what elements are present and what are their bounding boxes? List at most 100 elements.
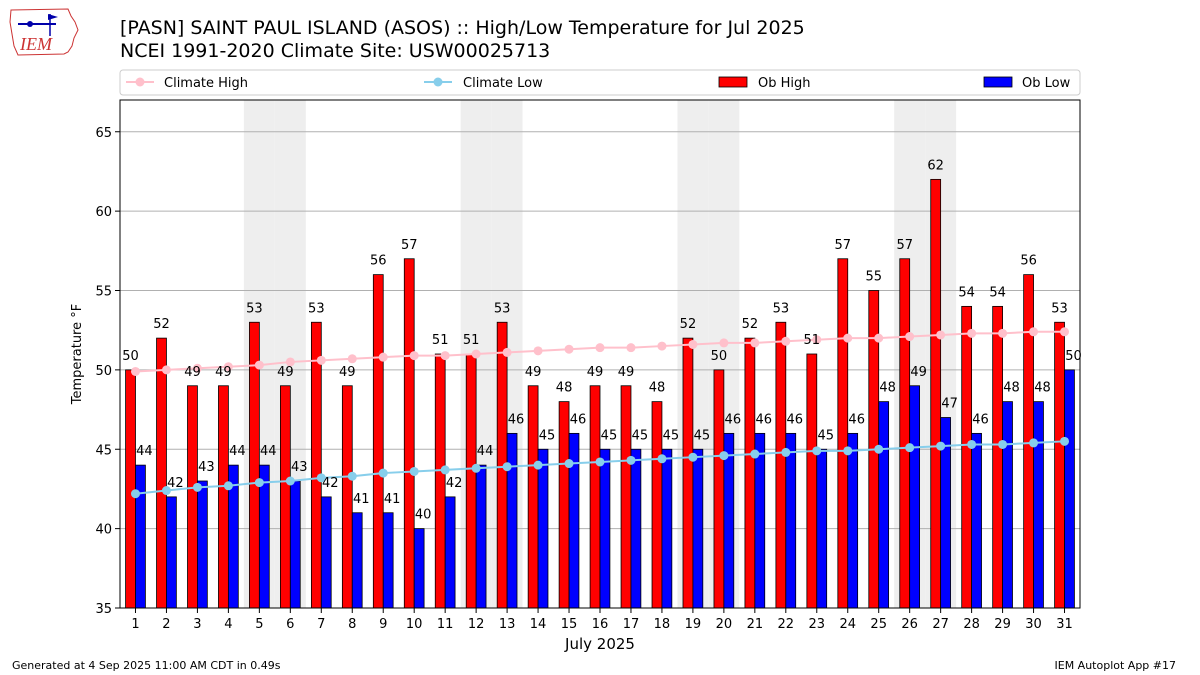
ob-high-label: 57 (896, 238, 913, 253)
ob-low-label: 44 (229, 444, 246, 459)
ob-high-label: 52 (680, 317, 697, 332)
chart-title: [PASN] SAINT PAUL ISLAND (ASOS) :: High/… (120, 17, 805, 39)
generated-timestamp: Generated at 4 Sep 2025 11:00 AM CDT in … (12, 659, 281, 672)
ob-high-label: 49 (587, 365, 604, 380)
ob-low-label: 42 (446, 476, 463, 491)
ob-low-bar (537, 448, 549, 609)
ob-high-label: 49 (525, 365, 542, 380)
legend-ob-low-label: Ob Low (1022, 76, 1071, 91)
x-tick-label: 7 (317, 617, 325, 632)
ob-high-label: 48 (556, 381, 573, 396)
climate-low-point (781, 447, 791, 457)
legend-climate-high-marker (135, 77, 145, 87)
ob-high-label: 53 (308, 301, 325, 316)
ob-high-label: 57 (401, 238, 418, 253)
x-tick-label: 5 (255, 617, 263, 632)
ob-low-label: 44 (136, 444, 153, 459)
climate-low-point (998, 439, 1008, 449)
ob-high-bar (1054, 321, 1065, 609)
ob-low-bar (506, 432, 518, 609)
climate-high-point (502, 347, 512, 357)
ob-high-label: 49 (339, 365, 356, 380)
climate-low-point (688, 452, 698, 462)
ob-high-bar (558, 401, 570, 609)
x-tick-label: 11 (437, 617, 454, 632)
ob-low-bar (475, 464, 487, 609)
climate-high-point (781, 336, 791, 346)
climate-low-point (254, 478, 264, 488)
ob-low-bar (599, 448, 611, 609)
ob-low-bar (166, 496, 177, 609)
ob-high-bar (218, 385, 229, 609)
climate-low-point (161, 486, 171, 496)
ob-low-bar (1064, 369, 1075, 609)
climate-high-point (874, 333, 884, 343)
climate-low-point (564, 459, 574, 469)
climate-low-point (409, 466, 419, 476)
legend-box (119, 69, 1081, 96)
climate-low-point (471, 463, 481, 473)
ob-low-label: 46 (848, 412, 865, 427)
ob-high-bar (465, 353, 477, 609)
ob-low-bar (444, 496, 456, 609)
ob-low-label: 45 (632, 428, 649, 443)
ob-high-bar (806, 353, 818, 609)
ob-low-bar (413, 528, 425, 609)
x-tick-label: 13 (499, 617, 516, 632)
logo-text: IEM (19, 34, 53, 54)
climate-high-point (471, 349, 481, 359)
climate-low-point (223, 481, 233, 491)
ob-low-bar (1002, 401, 1013, 609)
ob-low-label: 43 (291, 460, 308, 475)
ob-high-label: 49 (215, 365, 232, 380)
y-tick-label: 55 (95, 285, 112, 300)
climate-high-point (967, 328, 977, 338)
y-tick-label: 50 (95, 364, 112, 379)
ob-high-bar (527, 385, 539, 609)
climate-high-point (719, 338, 729, 348)
climate-low-point (502, 462, 512, 472)
x-tick-label: 21 (747, 617, 764, 632)
climate-low-point (843, 446, 853, 456)
legend-ob-low-swatch (983, 76, 1013, 88)
climate-high-point (626, 343, 636, 353)
climate-low-point (874, 444, 884, 454)
legend-climate-low-label: Climate Low (463, 76, 543, 91)
legend-ob-high-label: Ob High (758, 76, 811, 91)
ob-low-label: 48 (879, 381, 896, 396)
ob-high-label: 56 (1020, 254, 1037, 269)
ob-low-bar (289, 480, 301, 609)
x-tick-label: 9 (379, 617, 387, 632)
ob-low-bar (816, 448, 828, 609)
ob-low-bar (197, 480, 208, 609)
ob-low-label: 50 (1065, 349, 1082, 364)
climate-high-point (657, 341, 667, 351)
climate-high-point (130, 366, 140, 376)
ob-high-label: 52 (742, 317, 759, 332)
ob-high-label: 49 (618, 365, 635, 380)
ob-low-label: 45 (601, 428, 618, 443)
ob-low-bar (878, 401, 890, 609)
ob-low-label: 46 (972, 412, 989, 427)
ob-high-bar (280, 385, 291, 609)
climate-high-point (378, 352, 388, 362)
ob-high-bar (992, 305, 1003, 609)
climate-high-point (254, 360, 264, 370)
ob-high-bar (125, 369, 136, 609)
legend-climate-high-label: Climate High (164, 76, 248, 91)
ob-high-bar (651, 401, 663, 609)
x-tick-label: 15 (561, 617, 578, 632)
climate-high-point (161, 365, 171, 375)
ob-high-bar (403, 258, 415, 609)
y-axis-label: Temperature °F (70, 304, 85, 405)
ob-low-label: 45 (663, 428, 680, 443)
climate-low-point (378, 468, 388, 478)
ob-low-bar (1033, 401, 1044, 609)
climate-high-point (905, 332, 915, 342)
climate-low-point (750, 449, 760, 459)
x-tick-label: 24 (839, 617, 856, 632)
x-tick-label: 14 (530, 617, 547, 632)
climate-low-point (967, 439, 977, 449)
ob-low-bar (971, 432, 982, 609)
ob-high-bar (899, 258, 911, 609)
